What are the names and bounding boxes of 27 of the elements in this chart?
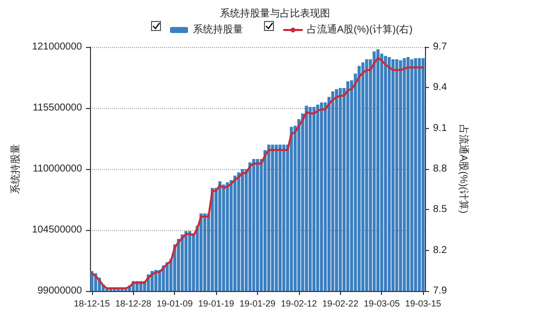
x-tick-label: 19-01-09 [156,298,193,308]
x-tick-label: 19-01-29 [239,298,276,308]
x-tick-label: 18-12-28 [115,298,152,308]
x-tick-label: 19-03-15 [405,298,442,308]
y2-tick-label: 8.5 [433,204,448,216]
y2-tick-label: 9.1 [433,122,448,134]
line-series [90,56,424,290]
legend-label: 系统持股量 [193,24,243,36]
x-tick-label: 19-02-22 [322,298,358,308]
y-tick-label: 115500000 [32,102,82,114]
y-tick-label: 104500000 [32,224,82,236]
x-tick-label: 19-03-05 [364,298,400,308]
y2-tick-label: 9.4 [433,82,448,94]
y-axis-title: 系统持股量 [10,144,22,194]
y-tick-label: 99000000 [38,286,82,296]
y2-tick-label: 8.8 [433,164,448,174]
y-tick-label: 121000000 [32,42,82,52]
x-tick-label: 18-12-15 [74,298,110,308]
y2-tick-label: 7.9 [433,286,448,296]
y2-tick-label: 8.2 [433,244,448,256]
y2-axis-title: 占流通A股(%)(计算) [457,124,470,214]
y2-tick-label: 9.7 [433,42,448,52]
x-tick-label: 19-01-19 [198,298,234,308]
chart-title: 系统持股量与占比表现图 [220,8,330,20]
legend-label: 占流通A股(%)(计算)(右) [307,24,413,36]
y-tick-label: 110000000 [32,164,82,174]
x-tick-label: 19-02-12 [280,298,317,308]
